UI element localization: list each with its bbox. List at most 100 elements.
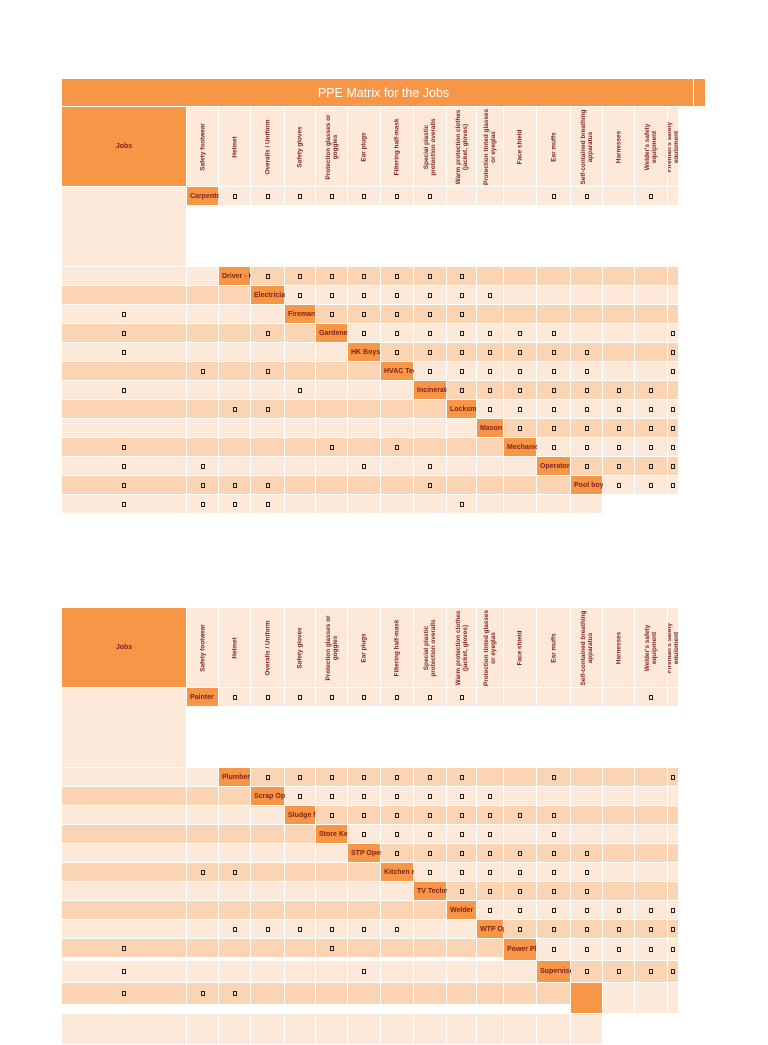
header-tail-cell <box>62 187 187 267</box>
ppe-cell <box>381 825 414 844</box>
ppe-cell <box>251 343 285 362</box>
ppe-cell <box>603 362 635 381</box>
ppe-column-header: Warm protection clothes (jacket, gloves) <box>447 608 477 688</box>
ppe-cell <box>414 806 447 825</box>
ppe-required-checkbox <box>488 368 492 374</box>
ppe-column-label: Ear muffs <box>549 632 557 663</box>
ppe-cell <box>414 305 447 324</box>
ppe-cell <box>251 983 285 1005</box>
ppe-cell <box>316 787 348 806</box>
job-name-cell: Scrap Operator <box>251 787 305 806</box>
ppe-cell <box>447 844 477 863</box>
ppe-cell <box>316 1014 348 1045</box>
ppe-cell <box>668 267 679 286</box>
ppe-cell <box>504 286 537 305</box>
ppe-cell <box>603 187 635 206</box>
ppe-required-checkbox <box>551 907 556 913</box>
ppe-required-checkbox <box>362 774 366 780</box>
ppe-cell <box>537 324 571 343</box>
ppe-cell <box>251 267 285 286</box>
ppe-cell <box>285 286 316 305</box>
ppe-cell <box>219 457 251 476</box>
ppe-cell <box>537 901 571 920</box>
ppe-cell <box>187 476 219 495</box>
ppe-cell <box>537 806 571 825</box>
ppe-required-checkbox <box>551 812 556 818</box>
ppe-required-checkbox <box>671 947 675 952</box>
ppe-column-label: Special plastic protection overalls <box>422 618 437 677</box>
job-name-cell: Painter <box>187 688 219 707</box>
ppe-cell <box>447 787 477 806</box>
ppe-cell <box>668 438 679 457</box>
ppe-cell <box>414 825 447 844</box>
ppe-cell <box>668 882 679 901</box>
ppe-required-checkbox <box>649 926 653 932</box>
ppe-cell <box>316 286 348 305</box>
ppe-required-checkbox <box>518 425 522 431</box>
ppe-cell <box>316 901 348 920</box>
ppe-cell <box>219 901 251 920</box>
ppe-required-checkbox <box>200 991 205 996</box>
ppe-cell <box>447 920 477 939</box>
ppe-cell <box>381 343 414 362</box>
ppe-required-checkbox <box>551 349 556 355</box>
job-name-cell: Supervisor <box>537 961 577 983</box>
ppe-column-header: Filtering half-mask <box>381 107 414 187</box>
ppe-cell <box>447 362 477 381</box>
ppe-cell <box>668 381 679 400</box>
ppe-cell <box>187 825 219 844</box>
ppe-required-checkbox <box>488 793 492 799</box>
ppe-required-checkbox <box>616 907 621 913</box>
ppe-cell <box>477 343 504 362</box>
ppe-required-checkbox <box>518 330 522 336</box>
ppe-required-checkbox <box>428 330 432 336</box>
ppe-required-checkbox <box>616 482 621 488</box>
ppe-required-checkbox <box>649 482 653 488</box>
ppe-cell <box>668 961 679 983</box>
ppe-cell <box>571 825 603 844</box>
ppe-cell <box>348 381 381 400</box>
ppe-cell <box>251 863 285 882</box>
ppe-cell <box>381 787 414 806</box>
ppe-cell <box>285 343 316 362</box>
ppe-cell <box>316 400 348 419</box>
ppe-cell <box>447 882 477 901</box>
ppe-cell <box>187 1014 219 1045</box>
ppe-cell <box>62 825 187 844</box>
ppe-required-checkbox <box>122 330 126 336</box>
ppe-required-checkbox <box>459 273 464 279</box>
ppe-cell <box>187 343 219 362</box>
ppe-required-checkbox <box>298 926 302 932</box>
ppe-column-label: Warm protection clothes (jacket, gloves) <box>454 610 469 685</box>
ppe-required-checkbox <box>265 273 270 279</box>
ppe-cell <box>537 768 571 787</box>
ppe-required-checkbox <box>362 969 366 974</box>
ppe-required-checkbox <box>518 869 522 875</box>
ppe-cell <box>603 882 635 901</box>
ppe-cell <box>504 362 537 381</box>
ppe-column-header: Harnesses <box>603 107 635 187</box>
ppe-cell <box>447 825 477 844</box>
ppe-cell <box>477 768 504 787</box>
ppe-required-checkbox <box>488 387 492 393</box>
ppe-cell <box>219 187 251 206</box>
ppe-required-checkbox <box>428 694 432 700</box>
ppe-required-checkbox <box>232 501 237 507</box>
ppe-cell <box>635 267 668 286</box>
ppe-cell <box>62 419 187 438</box>
ppe-cell <box>668 187 679 206</box>
ppe-cell <box>381 324 414 343</box>
ppe-cell <box>447 495 477 514</box>
ppe-cell <box>381 419 414 438</box>
ppe-required-checkbox <box>428 793 432 799</box>
ppe-cell <box>316 457 348 476</box>
ppe-cell <box>316 882 348 901</box>
ppe-cell <box>251 882 285 901</box>
job-name-cell: Kitchen equipment Technician <box>381 863 485 882</box>
ppe-required-checkbox <box>551 368 556 374</box>
job-name-cell: Carpenter <box>187 187 223 206</box>
ppe-cell <box>285 187 316 206</box>
ppe-cell <box>348 688 381 707</box>
ppe-cell <box>219 939 251 958</box>
ppe-cell <box>348 267 381 286</box>
